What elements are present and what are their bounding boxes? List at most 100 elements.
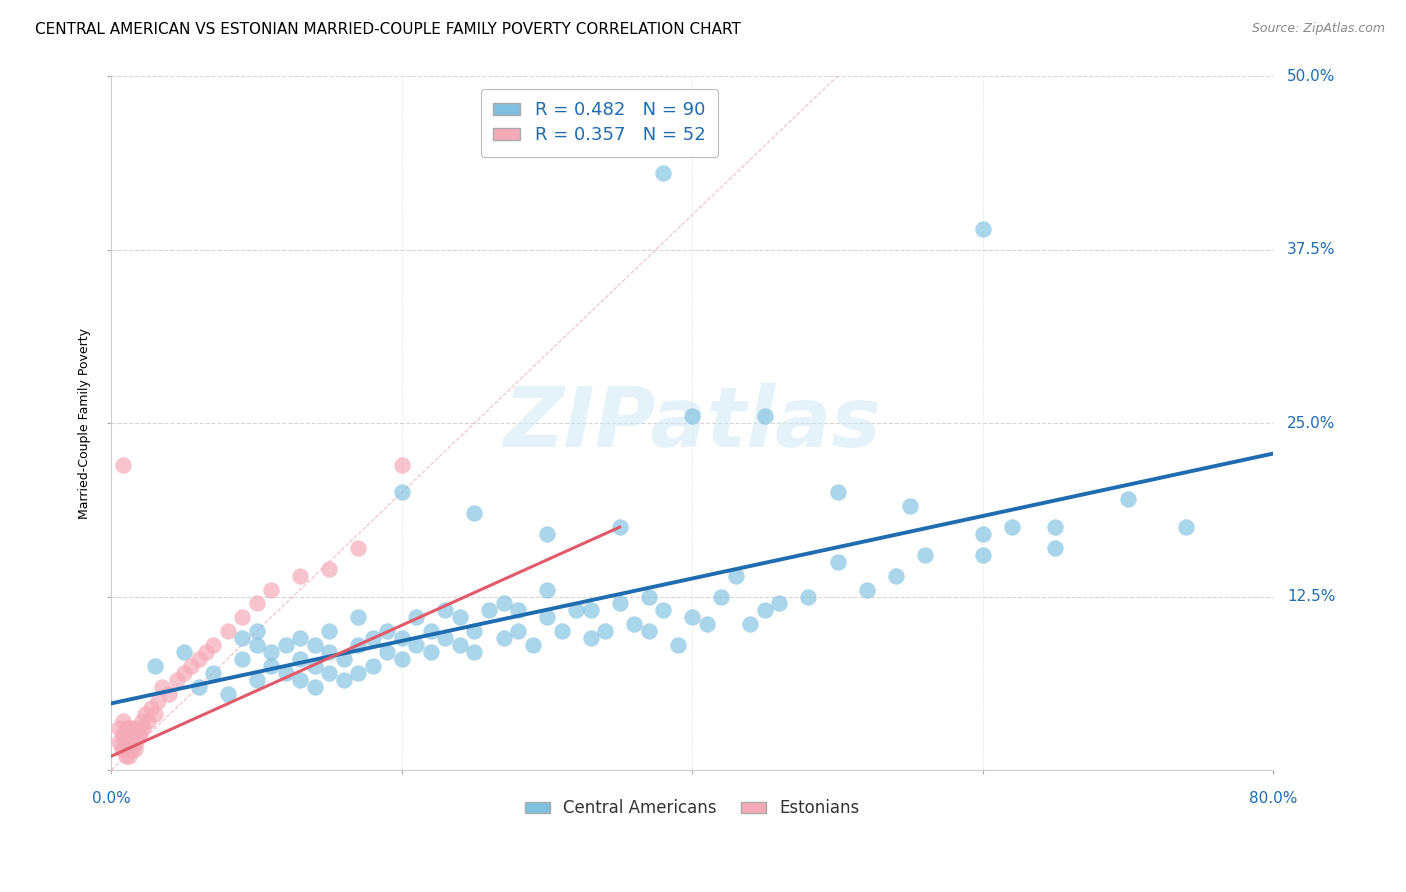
Point [173, 665, 195, 680]
Point [290, 631, 312, 645]
Point [304, 659, 326, 673]
Point [318, 624, 340, 639]
Point [187, 680, 209, 694]
Point [246, 624, 269, 639]
Point [110, 742, 132, 756]
Point [112, 735, 135, 749]
Point [754, 409, 776, 423]
Point [117, 735, 139, 749]
Point [246, 597, 269, 611]
Point [318, 562, 340, 576]
Point [318, 645, 340, 659]
Point [1175, 520, 1198, 534]
Point [827, 485, 849, 500]
Point [159, 687, 181, 701]
Point [536, 610, 558, 624]
Point [506, 603, 529, 617]
Point [180, 659, 202, 673]
Point [173, 645, 195, 659]
Point [637, 624, 659, 639]
Point [114, 728, 136, 742]
Point [304, 680, 326, 694]
Point [129, 728, 152, 742]
Point [115, 722, 138, 736]
Point [391, 652, 413, 666]
Point [652, 166, 675, 180]
Point [797, 590, 820, 604]
Point [217, 624, 239, 639]
Point [347, 638, 370, 652]
Point [434, 603, 457, 617]
Point [768, 597, 790, 611]
Point [246, 638, 269, 652]
Point [118, 749, 141, 764]
Point [134, 707, 156, 722]
Text: 50.0%: 50.0% [1286, 69, 1336, 84]
Point [623, 617, 645, 632]
Point [115, 749, 138, 764]
Point [914, 548, 936, 562]
Point [304, 638, 326, 652]
Point [536, 582, 558, 597]
Point [579, 603, 602, 617]
Point [666, 638, 689, 652]
Text: 80.0%: 80.0% [1249, 791, 1298, 805]
Point [136, 714, 159, 729]
Point [696, 617, 718, 632]
Point [150, 680, 173, 694]
Text: 25.0%: 25.0% [1286, 416, 1336, 431]
Point [391, 458, 413, 472]
Point [122, 722, 145, 736]
Point [260, 645, 283, 659]
Point [740, 617, 762, 632]
Point [754, 603, 776, 617]
Point [115, 735, 138, 749]
Point [114, 742, 136, 756]
Point [375, 624, 398, 639]
Point [434, 631, 457, 645]
Point [260, 659, 283, 673]
Point [855, 582, 877, 597]
Point [405, 638, 427, 652]
Point [710, 590, 733, 604]
Y-axis label: Married-Couple Family Poverty: Married-Couple Family Poverty [79, 327, 91, 518]
Point [146, 693, 169, 707]
Point [117, 722, 139, 736]
Point [118, 728, 141, 742]
Point [419, 645, 441, 659]
Point [121, 728, 143, 742]
Legend: Central Americans, Estonians: Central Americans, Estonians [517, 793, 866, 824]
Point [139, 700, 162, 714]
Point [478, 603, 501, 617]
Point [827, 555, 849, 569]
Point [124, 742, 146, 756]
Point [217, 687, 239, 701]
Point [681, 610, 703, 624]
Point [609, 597, 631, 611]
Point [127, 728, 149, 742]
Point [290, 652, 312, 666]
Text: 12.5%: 12.5% [1286, 589, 1336, 604]
Point [187, 652, 209, 666]
Point [132, 722, 155, 736]
Text: ZIPatlas: ZIPatlas [503, 383, 882, 464]
Point [202, 638, 225, 652]
Point [347, 665, 370, 680]
Point [405, 610, 427, 624]
Text: Source: ZipAtlas.com: Source: ZipAtlas.com [1251, 22, 1385, 36]
Point [274, 665, 297, 680]
Point [565, 603, 588, 617]
Point [724, 568, 747, 582]
Point [112, 714, 135, 729]
Point [143, 707, 166, 722]
Text: 37.5%: 37.5% [1286, 242, 1336, 257]
Point [550, 624, 572, 639]
Point [1001, 520, 1024, 534]
Point [246, 673, 269, 687]
Point [522, 638, 544, 652]
Point [166, 673, 188, 687]
Point [463, 624, 485, 639]
Point [318, 665, 340, 680]
Point [536, 527, 558, 541]
Point [121, 742, 143, 756]
